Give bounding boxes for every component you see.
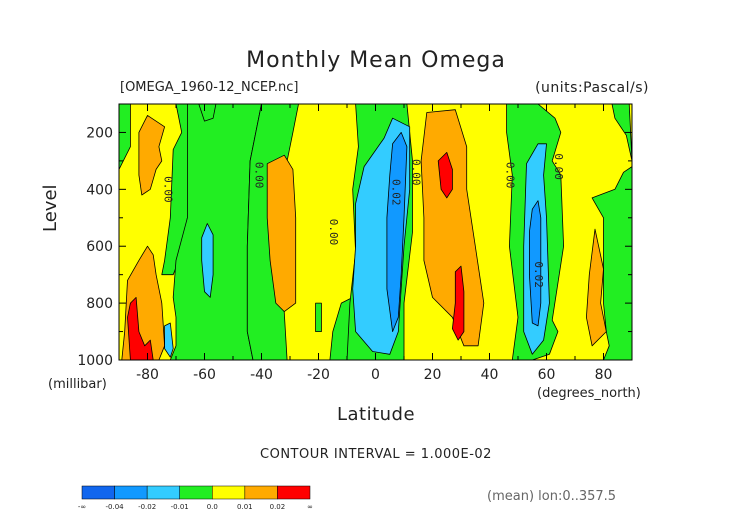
- contour-region: [266, 154, 297, 313]
- contour-region: [386, 131, 408, 333]
- contour-label: 0.00: [409, 159, 422, 186]
- x-tick-label: -80: [136, 367, 159, 383]
- contour-interval-label: CONTOUR INTERVAL = 1.000E-02: [260, 447, 492, 462]
- contour-region: [437, 151, 453, 199]
- colorbar-label: ∞: [307, 503, 313, 511]
- contour-value-labels: 0.00 0.00 0.00 0.02 0.00 0.00 0.00 0.02: [161, 153, 565, 288]
- y-tick-label: 1000: [77, 353, 113, 369]
- contour-region: [586, 228, 607, 347]
- contour-label: 0.02: [532, 261, 545, 288]
- contour-regions: [119, 104, 632, 360]
- x-tick-label: 20: [424, 367, 442, 383]
- contour-label: 0.00: [161, 176, 174, 203]
- y-axis-unit: (millibar): [48, 377, 107, 392]
- contour-region: [315, 302, 322, 333]
- colorbar-segment: [277, 485, 311, 500]
- axis-ticks: -80 -60 -40 -20 0 20 40 60 80 200 400 600 800 1000: [77, 103, 633, 383]
- contour-region: [164, 322, 174, 358]
- contour-region: [127, 296, 154, 360]
- y-tick-label: 200: [86, 125, 113, 141]
- colorbar-label: -0.02: [138, 503, 156, 511]
- contour-label: 0.02: [389, 179, 402, 206]
- contour-label: 0.00: [503, 162, 516, 189]
- colorbar-label: 0.0: [207, 503, 218, 511]
- file-label: [OMEGA_1960-12_NCEP.nc]: [120, 80, 299, 95]
- colorbar-label: 0.01: [237, 503, 253, 511]
- chart-title: Monthly Mean Omega: [246, 48, 506, 73]
- colorbar-segment: [81, 485, 115, 500]
- contour-region: [119, 104, 131, 170]
- x-axis-label: Latitude: [336, 404, 416, 425]
- units-label: (units:Pascal/s): [535, 80, 649, 96]
- colorbar-segment: [212, 485, 246, 500]
- colorbar-label: 0.02: [270, 503, 286, 511]
- colorbar-label: -∞: [78, 503, 86, 511]
- contour-region: [529, 200, 542, 327]
- contour-region: [201, 223, 214, 298]
- colorbar-label: -0.04: [106, 503, 125, 511]
- contour-region: [591, 166, 632, 360]
- y-tick-label: 600: [86, 239, 113, 255]
- colorbar: -∞ -0.04 -0.02 -0.01 0.0 0.01 0.02 ∞: [78, 485, 313, 511]
- x-tick-label: -40: [250, 367, 273, 383]
- colorbar-segment: [114, 485, 148, 500]
- contour-region: [420, 109, 485, 347]
- x-tick-label: 0: [371, 367, 380, 383]
- contour-label: 0.00: [253, 162, 266, 189]
- contour-label: 0.00: [327, 219, 340, 246]
- contour-region: [198, 104, 217, 122]
- x-axis-unit: (degrees_north): [537, 386, 641, 401]
- contour-region: [138, 115, 166, 196]
- x-tick-label: -20: [307, 367, 330, 383]
- x-tick-label: 40: [481, 367, 499, 383]
- x-tick-label: -60: [193, 367, 216, 383]
- contour-region: [451, 265, 465, 341]
- y-tick-label: 800: [86, 296, 113, 312]
- x-tick-label: 80: [595, 367, 613, 383]
- contour-label: 0.00: [552, 153, 565, 180]
- colorbar-segment: [244, 485, 278, 500]
- contour-region: [611, 104, 632, 162]
- x-tick-label: 60: [538, 367, 556, 383]
- y-tick-label: 400: [86, 182, 113, 198]
- colorbar-label: -0.01: [171, 503, 189, 511]
- colorbar-segment: [146, 485, 180, 500]
- y-axis-label: Level: [40, 184, 61, 232]
- colorbar-segment: [179, 485, 213, 500]
- mean-label: (mean) lon:0..357.5: [487, 489, 617, 504]
